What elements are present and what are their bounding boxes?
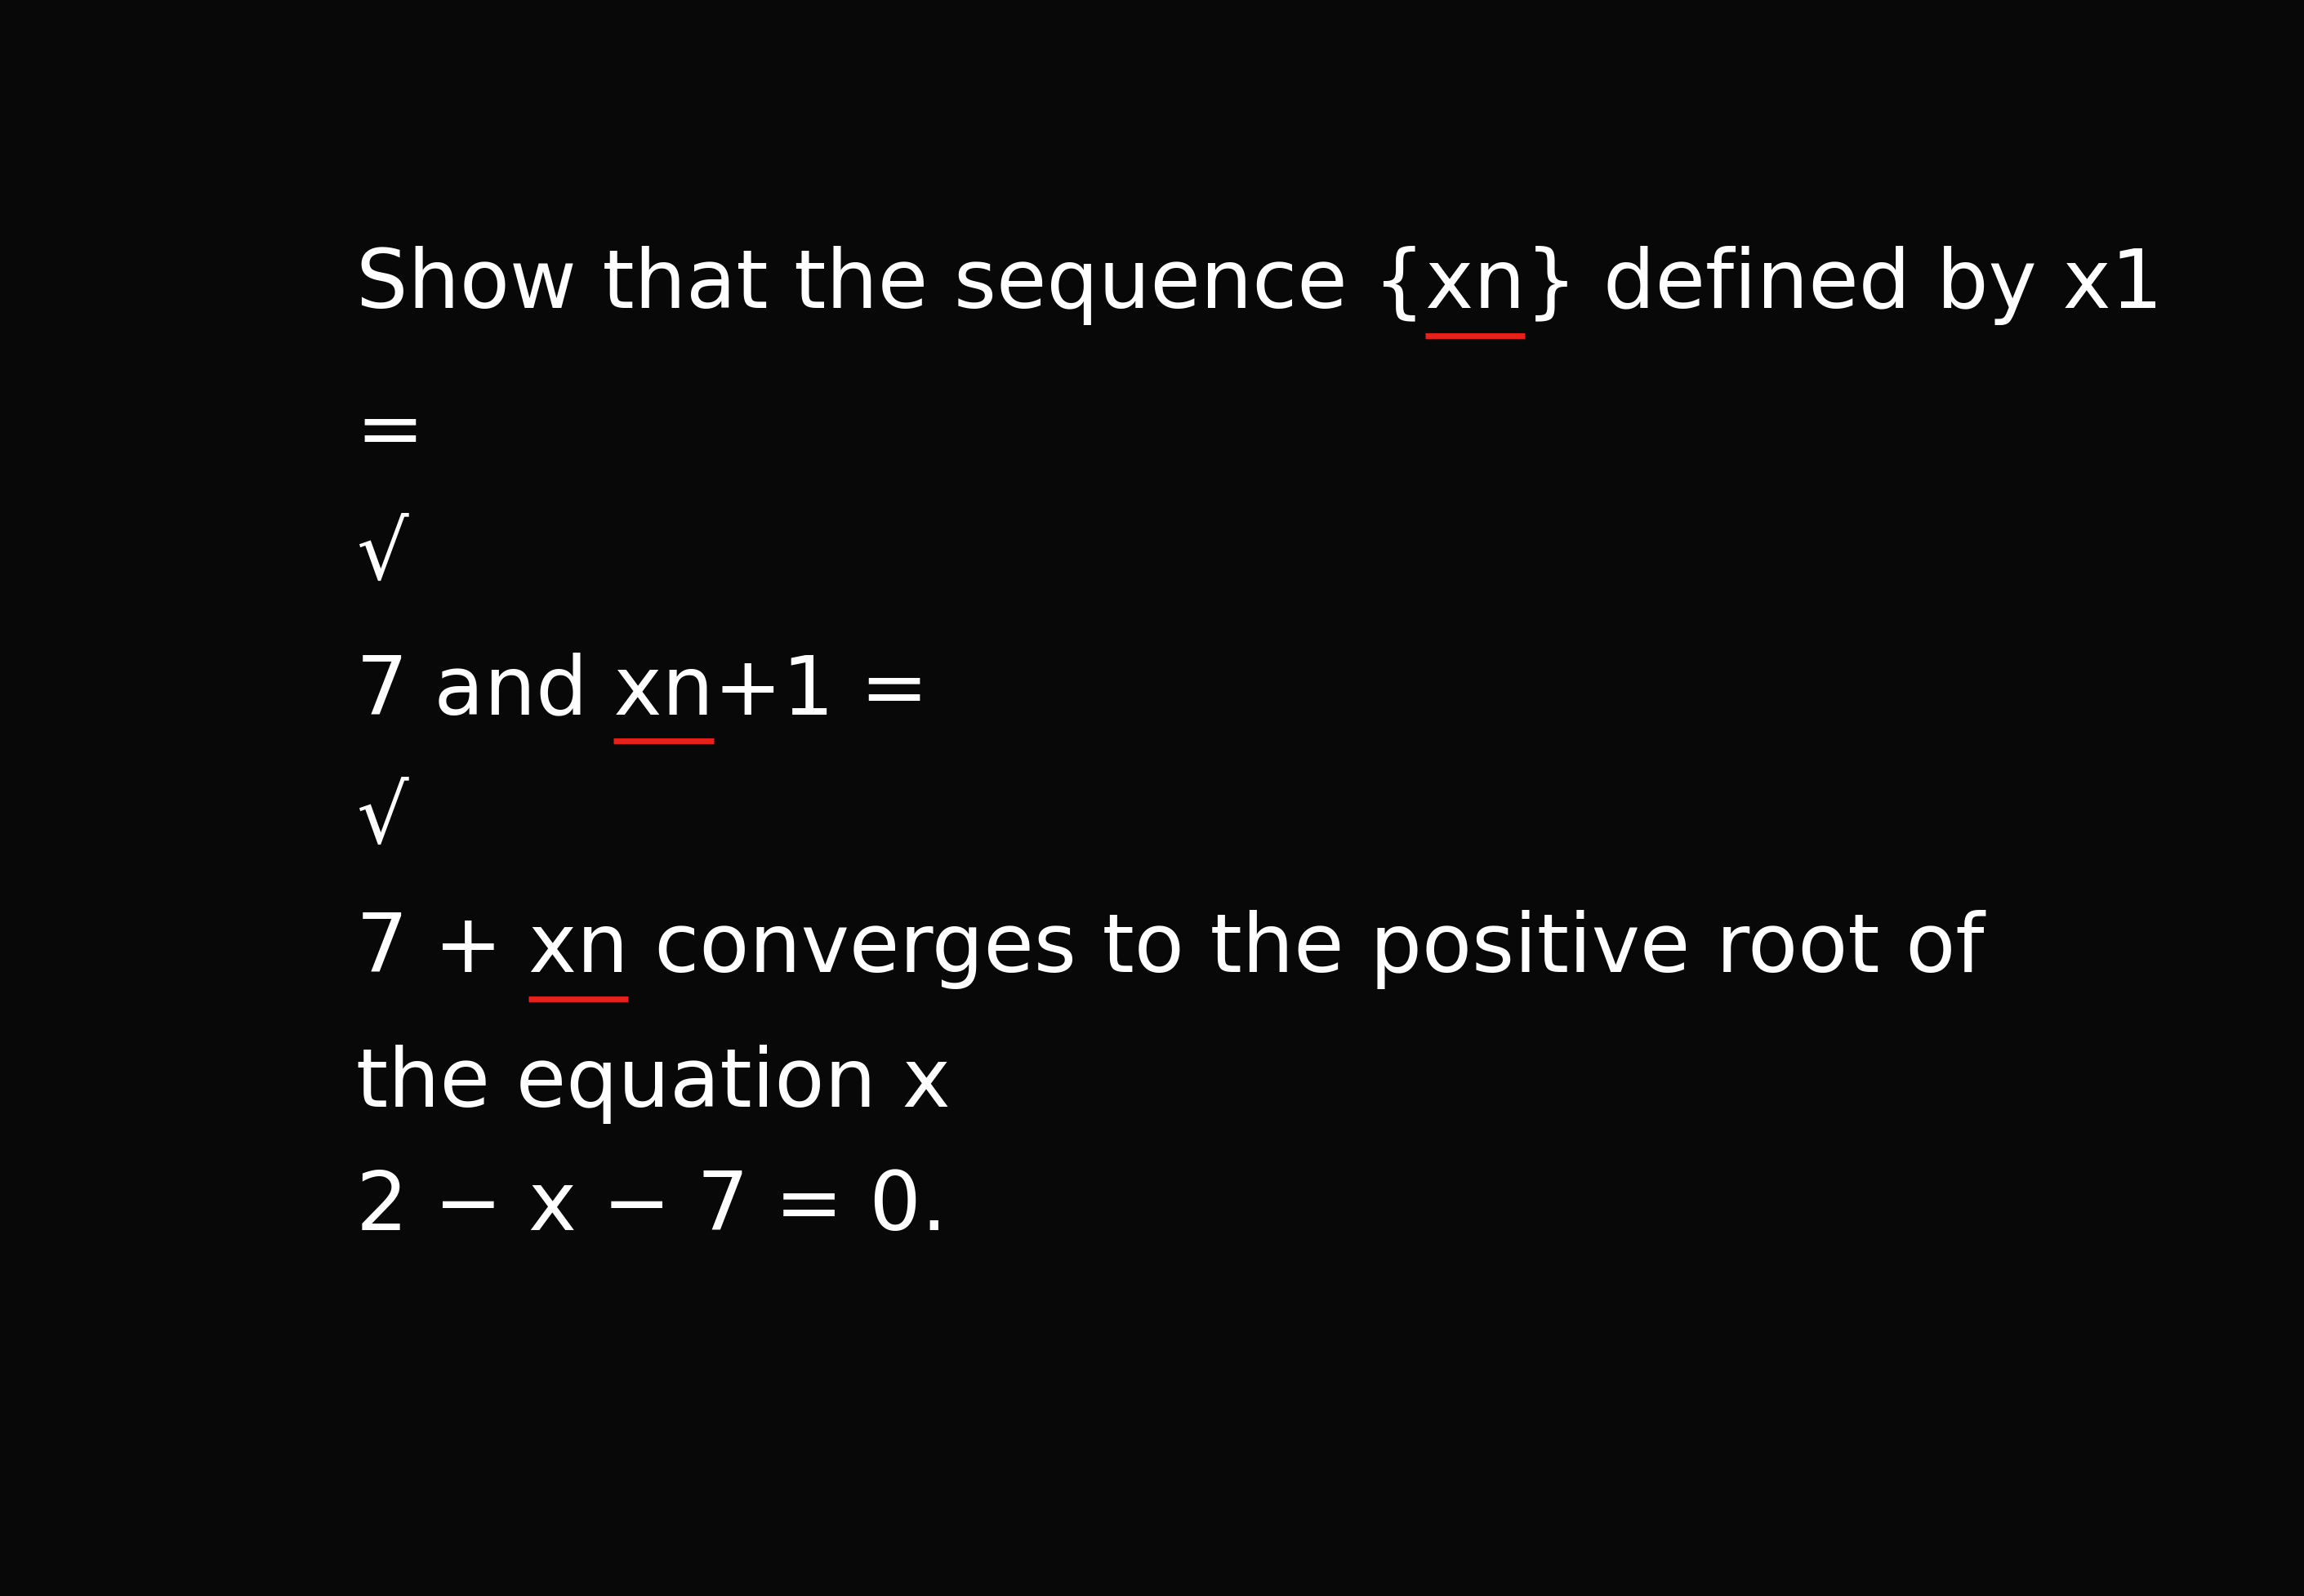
Text: =: = [355,394,424,472]
Text: the equation x: the equation x [355,1045,949,1124]
Text: 7 + xn converges to the positive root of: 7 + xn converges to the positive root of [355,910,1984,990]
Text: Show that the sequence {xn} defined by x1: Show that the sequence {xn} defined by x… [355,246,2163,326]
Text: 2 − x − 7 = 0.: 2 − x − 7 = 0. [355,1168,947,1246]
Text: √: √ [355,780,408,860]
Text: 7 and xn+1 =: 7 and xn+1 = [355,651,929,731]
Text: √: √ [355,517,408,595]
